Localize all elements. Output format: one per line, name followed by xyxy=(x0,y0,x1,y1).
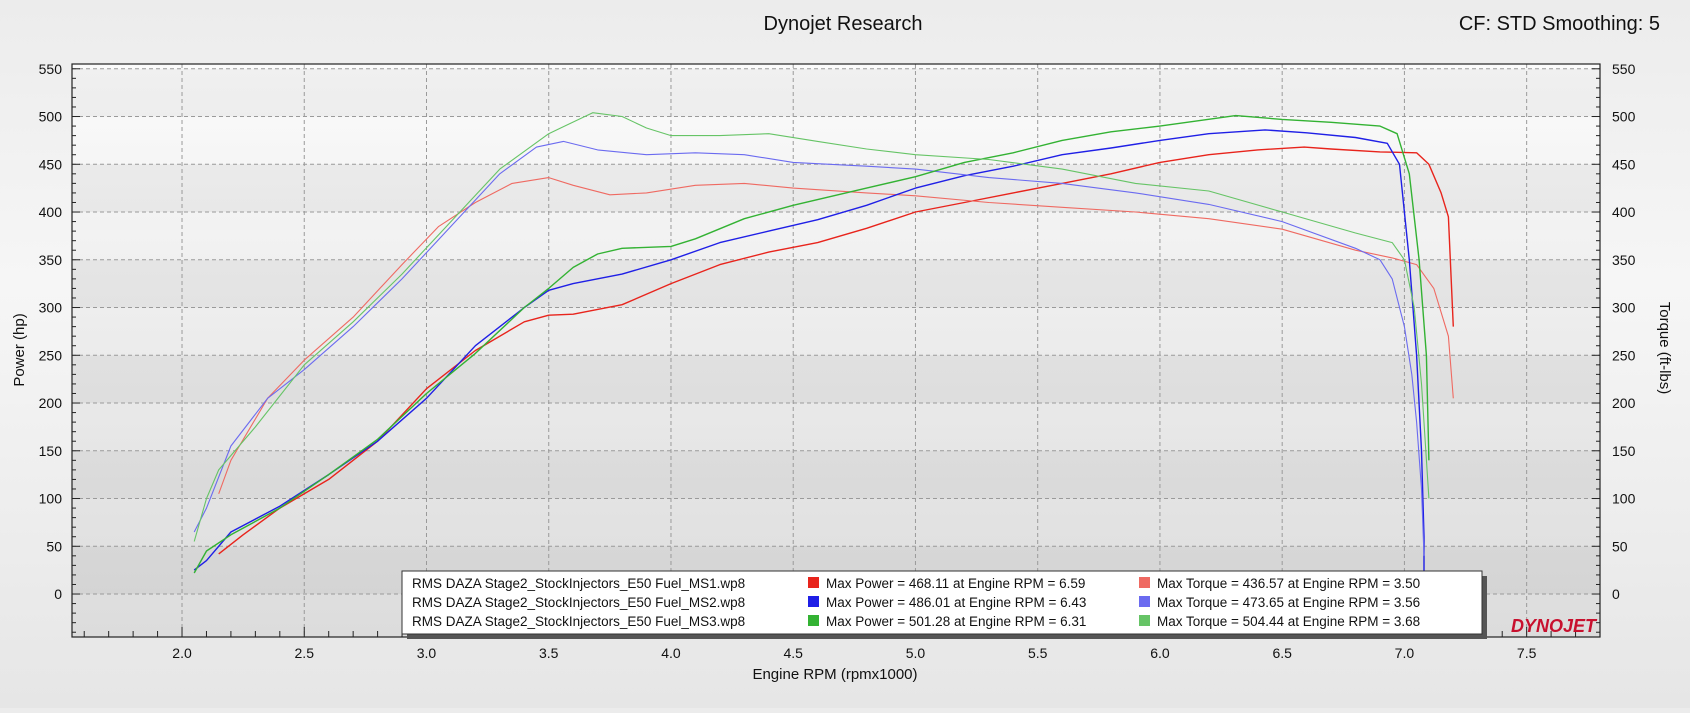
legend-box xyxy=(401,570,1483,635)
legend-swatch-power xyxy=(808,596,819,607)
y-tick-label-left: 200 xyxy=(39,395,63,411)
legend-max-power: Max Power = 501.28 at Engine RPM = 6.31 xyxy=(826,614,1086,629)
y-tick-label-right: 350 xyxy=(1612,252,1636,268)
grid-band xyxy=(72,68,1600,117)
x-axis-label: Engine RPM (rpmx1000) xyxy=(752,666,917,683)
x-tick-label: 2.0 xyxy=(172,645,192,661)
legend-swatch-power xyxy=(808,615,819,626)
y-tick-label-left: 550 xyxy=(39,61,63,77)
x-tick-label: 5.0 xyxy=(906,645,926,661)
x-tick-label: 6.5 xyxy=(1272,645,1292,661)
grid-band xyxy=(72,164,1600,213)
legend-file-name: RMS DAZA Stage2_StockInjectors_E50 Fuel_… xyxy=(412,576,745,591)
y-axis-label-left: Power (hp) xyxy=(11,313,28,386)
legend-max-power: Max Power = 486.01 at Engine RPM = 6.43 xyxy=(826,595,1086,610)
y-tick-label-right: 450 xyxy=(1612,156,1636,172)
x-tick-label: 7.5 xyxy=(1517,645,1537,661)
grid-band xyxy=(72,450,1600,499)
chart-settings: CF: STD Smoothing: 5 xyxy=(1459,13,1660,35)
legend: RMS DAZA Stage2_StockInjectors_E50 Fuel_… xyxy=(401,570,1487,639)
y-tick-label-left: 450 xyxy=(39,156,63,172)
series-line-3-power xyxy=(193,129,1425,594)
y-tick-label-right: 550 xyxy=(1612,61,1636,77)
legend-max-torque: Max Torque = 504.44 at Engine RPM = 3.68 xyxy=(1157,614,1420,629)
grid-band xyxy=(72,259,1600,308)
legend-file-name: RMS DAZA Stage2_StockInjectors_E50 Fuel_… xyxy=(412,595,745,610)
y-tick-label-right: 50 xyxy=(1612,538,1628,554)
y-tick-label-right: 250 xyxy=(1612,347,1636,363)
y-tick-label-left: 500 xyxy=(39,109,63,125)
legend-max-torque: Max Torque = 436.57 at Engine RPM = 3.50 xyxy=(1157,576,1420,591)
x-tick-label: 3.5 xyxy=(539,645,559,661)
y-tick-label-right: 100 xyxy=(1612,491,1636,507)
legend-file-name: RMS DAZA Stage2_StockInjectors_E50 Fuel_… xyxy=(412,614,745,629)
series-line-1-power xyxy=(218,146,1454,555)
y-tick-label-left: 0 xyxy=(54,586,62,602)
y-tick-label-left: 150 xyxy=(39,443,63,459)
y-tick-label-right: 500 xyxy=(1612,109,1636,125)
x-tick-label: 5.5 xyxy=(1028,645,1048,661)
legend-max-power: Max Power = 468.11 at Engine RPM = 6.59 xyxy=(826,576,1085,591)
x-tick-label: 6.0 xyxy=(1150,645,1170,661)
legend-swatch-torque xyxy=(1139,596,1150,607)
legend-swatch-power xyxy=(808,577,819,588)
plot-area: 2.0 2.5 3.0 3.5 4.0 4.5 5.0 5.5 6.0 6.5 7.0 7.5 0 0 50… xyxy=(39,61,1636,661)
series-line-2-torque xyxy=(218,177,1454,494)
legend-swatch-torque xyxy=(1139,577,1150,588)
y-axis-label-right: Torque (ft-lbs) xyxy=(1656,302,1673,395)
x-tick-label: 4.5 xyxy=(783,645,803,661)
series-line-6-torque xyxy=(193,112,1430,542)
x-tick-label: 4.0 xyxy=(661,645,681,661)
dynojet-logo: DYNOJET xyxy=(1511,616,1598,636)
series-line-4-torque xyxy=(193,140,1425,556)
chart-title: Dynojet Research xyxy=(764,13,923,35)
y-tick-label-left: 100 xyxy=(39,491,63,507)
y-tick-label-left: 400 xyxy=(39,204,63,220)
y-tick-label-right: 300 xyxy=(1612,300,1636,316)
x-tick-label: 2.5 xyxy=(295,645,315,661)
legend-max-torque: Max Torque = 473.65 at Engine RPM = 3.56 xyxy=(1157,595,1420,610)
grid-band xyxy=(72,355,1600,404)
y-tick-label-right: 200 xyxy=(1612,395,1636,411)
x-tick-label: 3.0 xyxy=(417,645,437,661)
y-tick-label-right: 0 xyxy=(1612,586,1620,602)
y-tick-label-right: 150 xyxy=(1612,443,1636,459)
legend-swatch-torque xyxy=(1139,615,1150,626)
y-tick-label-right: 400 xyxy=(1612,204,1636,220)
y-tick-label-left: 50 xyxy=(46,538,62,554)
y-tick-label-left: 300 xyxy=(39,300,63,316)
series-line-5-power xyxy=(193,114,1430,574)
y-tick-label-left: 350 xyxy=(39,252,63,268)
x-tick-label: 7.0 xyxy=(1395,645,1415,661)
y-tick-label-left: 250 xyxy=(39,347,63,363)
